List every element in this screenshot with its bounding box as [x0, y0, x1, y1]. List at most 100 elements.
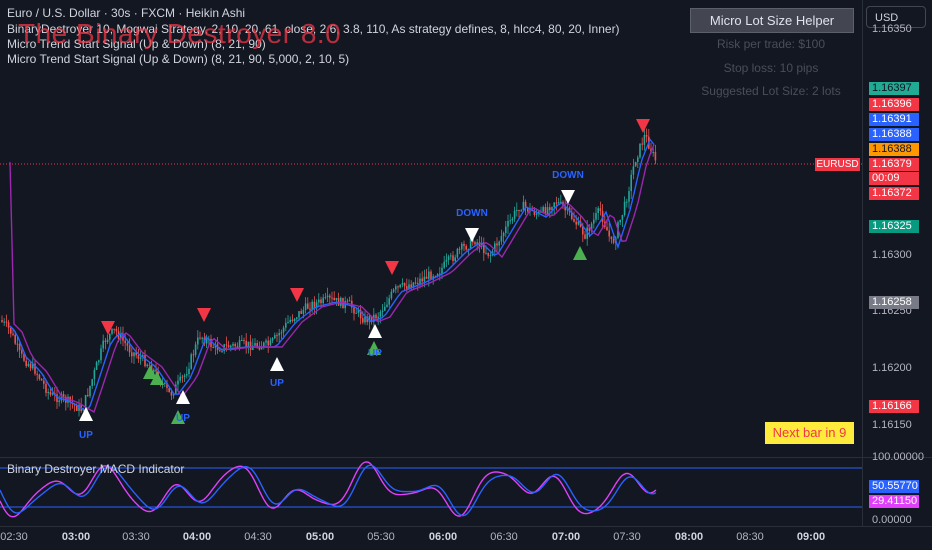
candle-body [7, 322, 10, 328]
candle-body [271, 338, 274, 341]
candle-body [164, 383, 166, 385]
candle-body [186, 374, 188, 376]
candle-body [256, 343, 258, 347]
candle-body [293, 318, 296, 322]
candle-body [634, 161, 637, 167]
indicator-legend-1[interactable]: BinaryDestroyer 10, Mogwai Strategy, 2, … [7, 22, 620, 36]
candle-body [23, 353, 25, 361]
candle-body [326, 295, 329, 298]
candle-body [62, 394, 65, 397]
candle-body [181, 376, 184, 378]
candle-body [489, 255, 492, 257]
candle-body [408, 284, 410, 289]
candle-body [5, 321, 8, 323]
candle-body [379, 312, 382, 317]
candle-body [619, 219, 621, 223]
candle-body [318, 299, 320, 303]
osc-axis-tick: 0.00000 [872, 514, 912, 526]
sell-arrow-icon [197, 308, 211, 322]
candle-body [423, 276, 426, 282]
candle-body [282, 327, 285, 333]
pane-divider[interactable] [0, 457, 932, 458]
candle-body [104, 340, 107, 342]
signal-up-label: UP [79, 430, 93, 441]
candle-body [289, 319, 291, 323]
candle-body [324, 297, 327, 299]
candle-body [296, 317, 298, 319]
candle-body [238, 340, 241, 347]
time-axis-tick: 05:00 [305, 531, 335, 543]
candle-body [595, 213, 597, 220]
time-axis-tick: 05:30 [367, 531, 395, 543]
oscillator-title[interactable]: Binary Destroyer MACD Indicator [7, 462, 185, 476]
candle-body [56, 394, 58, 403]
time-axis-tick: 02:30 [0, 531, 28, 543]
osc-value-label: 29.41150 [869, 495, 919, 508]
candle-body [478, 242, 481, 248]
candle-body [133, 352, 135, 357]
indicator-legend-2[interactable]: Micro Trend Start Signal (Up & Down) (8,… [7, 37, 266, 51]
candle-body [502, 232, 505, 237]
candle-body [643, 135, 646, 145]
suggested-lot-size: Suggested Lot Size: 2 lots [701, 84, 841, 98]
buy-arrow-icon [573, 246, 587, 260]
candle-body [212, 346, 214, 348]
price-tag: 1.16388 [869, 143, 919, 156]
candle-body [630, 174, 632, 192]
currency-selector[interactable]: USD [866, 6, 926, 28]
candle-body [430, 271, 432, 280]
price-chart[interactable] [0, 0, 862, 458]
candle-body [38, 374, 41, 379]
candle-body [166, 383, 168, 389]
candle-body [441, 267, 443, 274]
candle-body [487, 252, 489, 256]
candle-body [381, 310, 384, 313]
candle-body [516, 210, 518, 212]
candle-body [168, 388, 170, 393]
time-axis-tick: 03:00 [61, 531, 91, 543]
candle-body [590, 223, 593, 231]
candle-body [245, 340, 247, 347]
candle-body [333, 297, 335, 301]
candle-body [403, 282, 406, 287]
candle-body [368, 315, 371, 323]
candle-body [560, 201, 562, 203]
candle-body [45, 383, 47, 393]
candle-body [410, 284, 412, 288]
candle-body [357, 309, 360, 313]
candle-body [25, 360, 27, 367]
price-axis-tick: 1.16350 [872, 23, 912, 35]
candle-body [593, 219, 595, 224]
candle-body [179, 376, 181, 381]
candle-body [98, 360, 100, 363]
symbol-legend[interactable]: Euro / U.S. Dollar · 30s · FXCM · Heikin… [7, 6, 246, 20]
price-axis-border [862, 0, 863, 526]
candle-body [309, 308, 311, 310]
candle-body [522, 201, 525, 211]
candle-body [3, 321, 5, 323]
osc-value-label: 50.55770 [869, 480, 919, 493]
candle-body [291, 319, 294, 322]
candle-body [1, 320, 3, 322]
candle-body [397, 286, 399, 288]
indicator-legend-3[interactable]: Micro Trend Start Signal (Up & Down) (8,… [7, 52, 350, 66]
macd-oscillator-chart[interactable] [0, 458, 862, 526]
candle-body [230, 345, 232, 348]
candle-body [331, 297, 333, 299]
candle-body [124, 340, 126, 344]
candle-body [243, 340, 245, 342]
micro-lot-helper-button[interactable]: Micro Lot Size Helper [690, 8, 854, 33]
candle-body [623, 201, 626, 215]
candle-body [546, 207, 549, 215]
candle-body [439, 273, 441, 275]
candle-body [461, 243, 463, 250]
candle-body [122, 333, 124, 341]
price-tag: 1.16325 [869, 220, 919, 233]
candle-body [131, 352, 133, 357]
candle-body [126, 343, 129, 346]
candle-body [425, 276, 428, 279]
candle-body [608, 230, 610, 237]
candle-body [190, 354, 192, 369]
candle-body [128, 345, 131, 353]
candle-body [115, 328, 118, 332]
